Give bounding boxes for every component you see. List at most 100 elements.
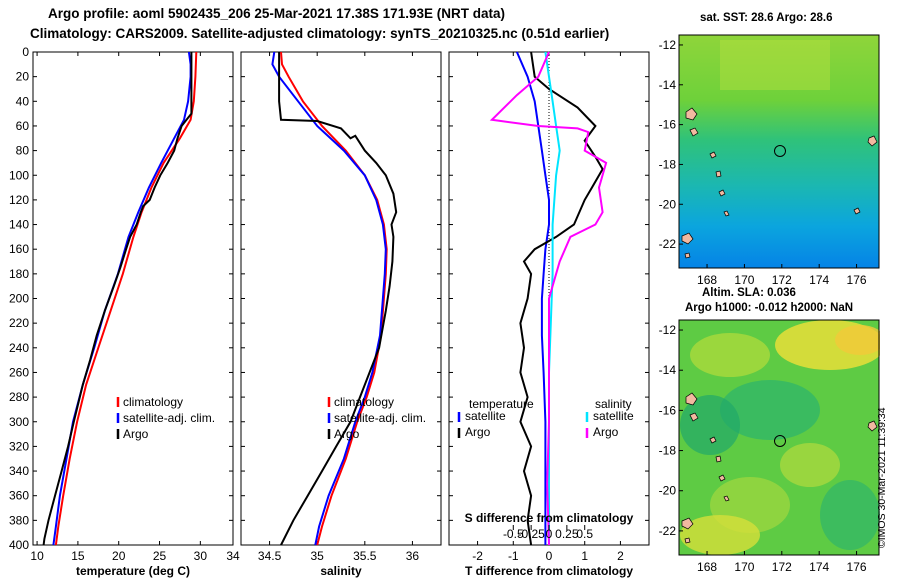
y-tick-label: 160 [9, 242, 29, 256]
map1-frame [678, 34, 880, 269]
legend-heading: temperature [469, 397, 534, 411]
map-y-tick-label: -14 [659, 78, 677, 92]
x-tick-label: 34.5 [258, 549, 282, 563]
map-x-tick-label: 172 [772, 560, 792, 574]
y-tick-label: 100 [9, 168, 29, 182]
figure-title-line1: Argo profile: aoml 5902435_206 25-Mar-20… [48, 6, 505, 21]
series-line-climatology [54, 51, 198, 546]
legend-label: Argo [465, 425, 491, 439]
x-tick-label: 36 [406, 549, 420, 563]
map1-title: sat. SST: 28.6 Argo: 28.6 [700, 12, 833, 24]
y-tick-label: 300 [9, 415, 29, 429]
y-tick-label: 80 [16, 144, 30, 158]
map-x-tick-label: 176 [847, 273, 867, 287]
x-tick-label: -1 [508, 549, 519, 563]
map-y-tick-label: -18 [659, 444, 677, 458]
argo-location-marker-map1 [774, 145, 786, 157]
y-tick-label: 0 [22, 45, 29, 59]
x-axis-label: salinity [320, 564, 362, 578]
map-x-tick-label: 174 [809, 273, 829, 287]
x-tick-label: 10 [30, 549, 44, 563]
map-x-tick-label: 170 [734, 273, 754, 287]
legend-label: climatology [123, 395, 183, 409]
islands-map1 [681, 107, 878, 259]
x-tick-label: -2 [472, 549, 483, 563]
s-tick-label: 0.25 [555, 527, 579, 541]
argo-location-marker-map2 [774, 435, 786, 447]
map1-footer: Altim. SLA: 0.036 [702, 287, 796, 299]
series-line-satellite-adj-clim- [271, 51, 387, 546]
series-line-argo [278, 52, 398, 546]
map-y-tick-label: -14 [659, 363, 677, 377]
x-tick-label: 15 [71, 549, 85, 563]
y-tick-label: 180 [9, 267, 29, 281]
legend-label: satellite [593, 409, 634, 423]
s-tick-label: 0 [546, 527, 553, 541]
x-axis-label: temperature (deg C) [76, 564, 190, 578]
islands-map2 [681, 392, 878, 544]
series-line-temperature-satellite [515, 51, 550, 545]
map-x-tick-label: 174 [809, 560, 829, 574]
legend-label: satellite-adj. clim. [123, 411, 215, 425]
map-x-tick-label: 168 [697, 273, 717, 287]
plot-frame [32, 51, 234, 546]
copyright-credit: ©IMOS 30-Mar-2021 11:39:34 [876, 407, 888, 548]
map-y-tick-label: -20 [659, 197, 677, 211]
y-tick-label: 220 [9, 316, 29, 330]
map-y-tick-label: -12 [659, 38, 677, 52]
plot-frame [240, 51, 442, 546]
series-line-temperature-argo [519, 51, 604, 546]
y-tick-label: 340 [9, 464, 29, 478]
salinity-panel: 34.5 35 35.5 36 salinity climatology satellite… [240, 51, 442, 578]
y-tick-label: 120 [9, 193, 29, 207]
series-line-argo [42, 52, 193, 546]
map2-title: Argo h1000: -0.012 h2000: NaN [685, 302, 854, 314]
legend-label: climatology [334, 395, 394, 409]
x-tick-label: 0 [546, 549, 553, 563]
y-tick-label: 320 [9, 439, 29, 453]
legend-label: satellite [465, 409, 506, 423]
figure-title-line2: Climatology: CARS2009. Satellite-adjuste… [30, 26, 610, 41]
legend-label: Argo [334, 427, 360, 441]
x-tick-label: 30 [194, 549, 208, 563]
map1-axes: 168 170 172 174 176 -12 -14 -16 -18 -20 -22 [659, 38, 867, 287]
x-tick-label: 1 [581, 549, 588, 563]
x-axis-label: T difference from climatology [465, 564, 633, 578]
difference-panel: -2 -1 0 1 2T difference from climatology temp… [448, 51, 650, 578]
map-y-tick-label: -22 [659, 237, 677, 251]
x-tick-label: 35 [311, 549, 325, 563]
s-tick-label: -0.5 [503, 527, 524, 541]
y-tick-label: 60 [16, 119, 30, 133]
map-y-tick-label: -20 [659, 484, 677, 498]
x-tick-label: 2 [617, 549, 624, 563]
sst-field [679, 35, 879, 268]
map-x-tick-label: 172 [772, 273, 792, 287]
y-tick-label: 20 [16, 70, 30, 84]
map-y-tick-label: -12 [659, 323, 677, 337]
legend-label: satellite-adj. clim. [334, 411, 426, 425]
map-y-tick-label: -16 [659, 403, 677, 417]
map2-axes: 168 170 172 174 176 -12 -14 -16 -18 -20 -22 [659, 323, 867, 574]
y-tick-label: 380 [9, 513, 29, 527]
y-tick-label: 240 [9, 341, 29, 355]
sla-map: 168 170 172 174 176 -12 -14 -16 -18 -20 -22 [659, 319, 880, 574]
map-y-tick-label: -16 [659, 118, 677, 132]
y-tick-label: 360 [9, 489, 29, 503]
map-y-tick-label: -18 [659, 157, 677, 171]
s-tick-label: -0.25 [517, 527, 545, 541]
y-tick-label: 260 [9, 365, 29, 379]
x-tick-label: 25 [153, 549, 167, 563]
map-x-tick-label: 168 [697, 560, 717, 574]
x-tick-label: 35.5 [353, 549, 377, 563]
map-x-tick-label: 170 [734, 560, 754, 574]
series-line-satellite-adj-clim- [52, 51, 192, 546]
s-tick-label: 0.5 [576, 527, 593, 541]
y-tick-label: 200 [9, 292, 29, 306]
y-tick-label: 140 [9, 218, 29, 232]
legend-heading: salinity [595, 397, 632, 411]
x-tick-label: 20 [112, 549, 126, 563]
y-tick-label: 280 [9, 390, 29, 404]
map2-frame [678, 319, 880, 556]
x-tick-label: 34 [226, 549, 240, 563]
